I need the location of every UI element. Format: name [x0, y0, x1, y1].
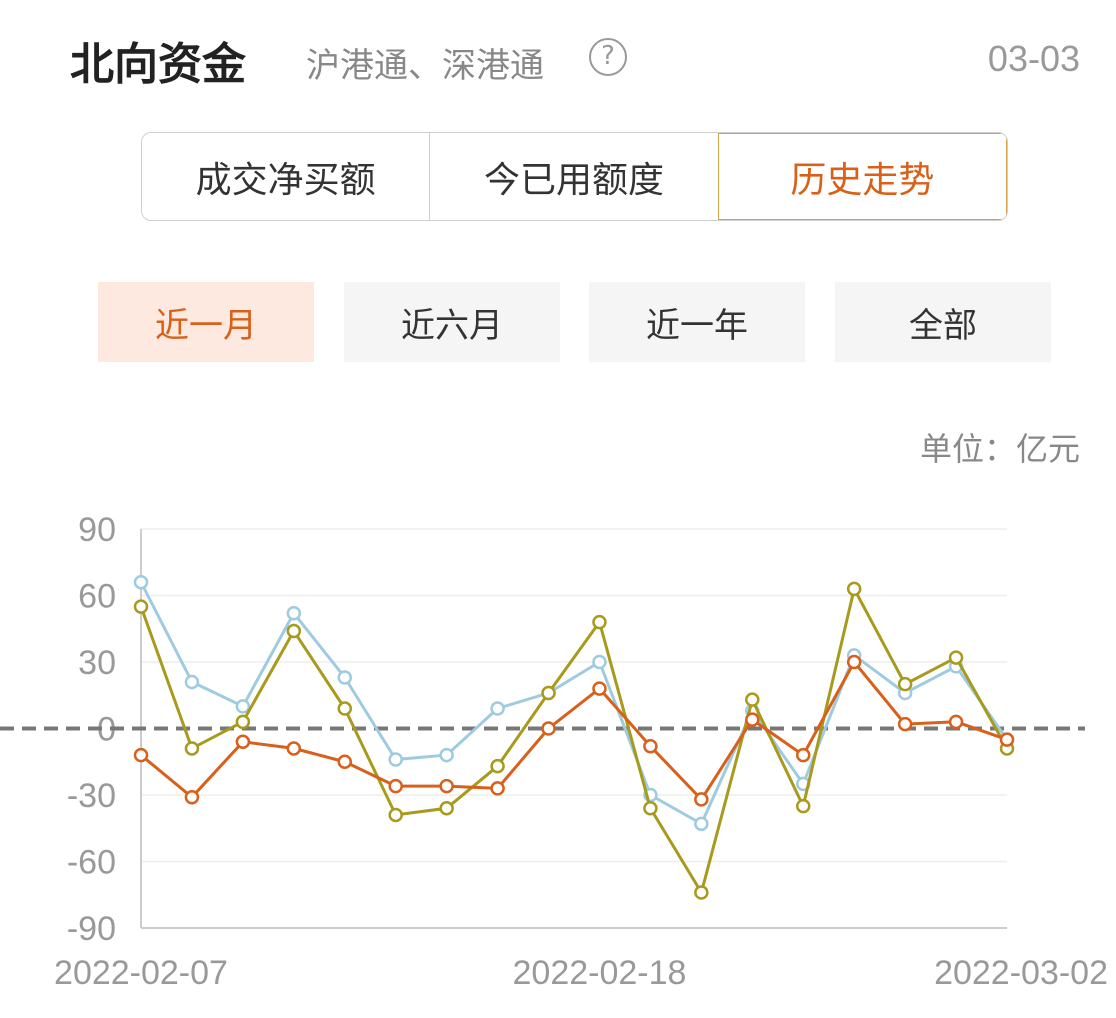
- data-point: [133, 599, 149, 614]
- data-point: [694, 816, 709, 832]
- page-subtitle: 沪港通、深港通: [306, 46, 544, 86]
- data-point: [846, 654, 862, 670]
- y-tick-label: 90: [78, 511, 116, 549]
- data-point: [337, 754, 353, 769]
- data-point: [388, 807, 403, 823]
- data-point: [795, 798, 811, 814]
- data-point: [337, 670, 353, 685]
- range-1-month[interactable]: 近一月: [98, 282, 314, 362]
- data-point: [643, 738, 658, 754]
- data-point: [897, 716, 913, 732]
- data-point: [592, 681, 607, 696]
- unit-label: 单位：亿元: [919, 430, 1080, 468]
- data-point: [541, 685, 556, 701]
- data-point: [235, 699, 251, 714]
- date-label: 03-03: [987, 38, 1080, 79]
- data-point: [388, 778, 403, 794]
- data-point: [133, 574, 149, 590]
- y-tick-label: -90: [67, 910, 116, 948]
- data-point: [694, 792, 709, 807]
- x-tick-label: 2022-02-18: [513, 954, 687, 992]
- data-point: [795, 747, 811, 763]
- data-point: [948, 650, 964, 665]
- data-point: [745, 712, 760, 727]
- tab-quota-used[interactable]: 今已用额度: [429, 133, 717, 220]
- data-point: [235, 734, 251, 750]
- tab-net-buy[interactable]: 成交净买额: [195, 159, 376, 201]
- data-point: [999, 732, 1015, 747]
- tab-history-trend[interactable]: 历史走势: [717, 133, 1007, 220]
- data-point: [286, 741, 302, 756]
- data-point: [694, 885, 709, 900]
- view-tabs: 成交净买额 今已用额度 历史走势: [141, 132, 1008, 221]
- data-point: [643, 801, 658, 816]
- data-point: [337, 701, 353, 716]
- data-point: [745, 692, 760, 707]
- data-point: [235, 714, 251, 730]
- data-point: [490, 781, 505, 796]
- range-1-year[interactable]: 近一年: [589, 282, 805, 362]
- line-chart: 90 60 30 0 -30 -60 -90 2022-02-07 2022-02-18 2022…: [0, 511, 1108, 992]
- data-point: [490, 701, 505, 716]
- data-point: [286, 623, 302, 639]
- x-tick-label: 2022-02-07: [54, 954, 228, 992]
- data-point: [184, 741, 200, 756]
- series-line: [139, 581, 1009, 826]
- data-point: [439, 801, 454, 816]
- help-icon[interactable]: ?: [589, 38, 627, 76]
- y-tick-label: -60: [67, 844, 116, 882]
- data-point: [948, 714, 964, 730]
- data-point: [490, 758, 505, 774]
- series-line: [139, 584, 1009, 897]
- y-tick-label: 0: [97, 711, 116, 749]
- data-point: [897, 676, 913, 692]
- data-point: [439, 747, 454, 763]
- data-point: [846, 581, 862, 597]
- page-title: 北向资金: [70, 39, 246, 90]
- y-tick-label: 60: [78, 578, 116, 616]
- y-tick-label: -30: [67, 777, 116, 815]
- range-6-months[interactable]: 近六月: [344, 282, 560, 362]
- range-all[interactable]: 全部: [835, 282, 1051, 362]
- data-point: [133, 747, 149, 763]
- data-point: [439, 778, 454, 794]
- data-point: [184, 789, 200, 805]
- data-point: [541, 721, 556, 736]
- y-tick-label: 30: [78, 644, 116, 682]
- data-point: [592, 614, 607, 630]
- data-point: [184, 674, 200, 690]
- data-point: [388, 752, 403, 767]
- data-point: [286, 605, 302, 621]
- data-point: [592, 654, 607, 670]
- series-line: [140, 659, 1008, 802]
- x-tick-label: 2022-03-02: [934, 954, 1108, 992]
